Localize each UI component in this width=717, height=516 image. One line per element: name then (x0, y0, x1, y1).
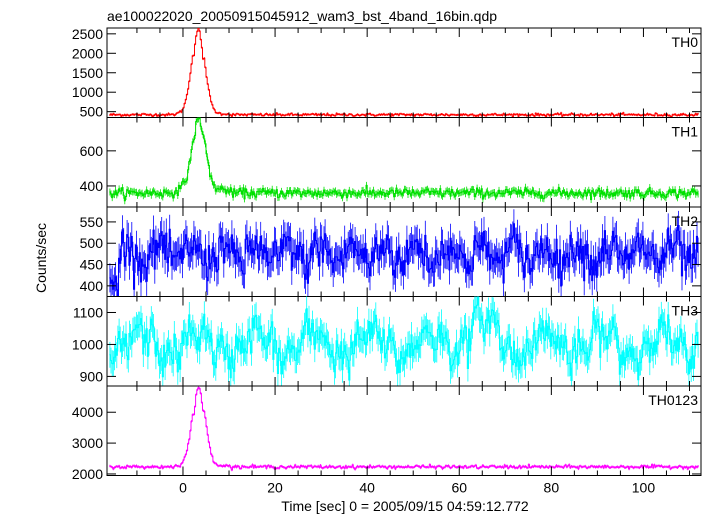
series-errorbars (109, 386, 699, 472)
series-line-th0 (109, 28, 699, 118)
series-errorbars (109, 28, 699, 118)
y-axis-title: Counts/sec (33, 223, 49, 293)
series-label-th0: TH0 (672, 34, 699, 50)
y-tick-label: 500 (80, 104, 104, 120)
x-tick-label: 60 (451, 480, 467, 496)
panels-group: 500 1000 1500 2000 2500 TH0 400 600 TH1 400 450 500… (72, 26, 702, 482)
panel-th0123: 2000 3000 4000 TH0123 (72, 385, 702, 482)
panel-th0: 500 1000 1500 2000 2500 TH0 (72, 26, 702, 120)
x-tick-label: 80 (544, 480, 560, 496)
x-tick-label: 20 (267, 480, 283, 496)
panel-th3: 900 1000 1100 TH3 (72, 296, 702, 387)
series-line-th2 (109, 223, 699, 297)
series-label-th2: TH2 (672, 213, 699, 229)
y-tick-label: 450 (80, 257, 104, 273)
series-errorbars (109, 209, 699, 297)
y-tick-label: 500 (80, 235, 104, 251)
series-label-th3: TH3 (672, 303, 699, 319)
x-tick-label: 40 (359, 480, 375, 496)
y-tick-label: 400 (80, 278, 104, 294)
x-axis-title: Time [sec] 0 = 2005/09/15 04:59:12.772 (281, 498, 529, 514)
y-tick-label: 400 (80, 178, 104, 194)
y-tick-label: 2000 (72, 466, 103, 482)
y-tick-label: 2500 (72, 26, 103, 42)
y-tick-label: 1000 (72, 84, 103, 100)
x-tick-label: 100 (632, 480, 656, 496)
chart-title: ae100022020_20050915045912_wam3_bst_4ban… (107, 8, 497, 24)
y-tick-label: 2000 (72, 45, 103, 61)
series-line-th1 (109, 117, 699, 202)
y-tick-label: 600 (80, 143, 104, 159)
y-tick-label: 1000 (72, 336, 103, 352)
y-tick-label: 900 (80, 368, 104, 384)
series-label-th0123: TH0123 (648, 392, 698, 408)
x-tick-label: 0 (179, 480, 187, 496)
panel-th2: 400 450 500 550 TH2 (80, 206, 702, 297)
series-line-th3 (109, 296, 699, 381)
panel-frame (106, 385, 702, 476)
x-tick-labels: 0 20 40 60 80 100 (179, 480, 655, 496)
y-tick-label: 3000 (72, 435, 103, 451)
y-tick-label: 4000 (72, 404, 103, 420)
panel-th1: 400 600 TH1 (80, 117, 702, 208)
y-tick-label: 1100 (73, 304, 103, 320)
y-tick-label: 550 (80, 214, 104, 230)
series-label-th1: TH1 (672, 124, 699, 140)
y-tick-label: 1500 (72, 65, 103, 81)
series-line-th0123 (109, 387, 699, 471)
